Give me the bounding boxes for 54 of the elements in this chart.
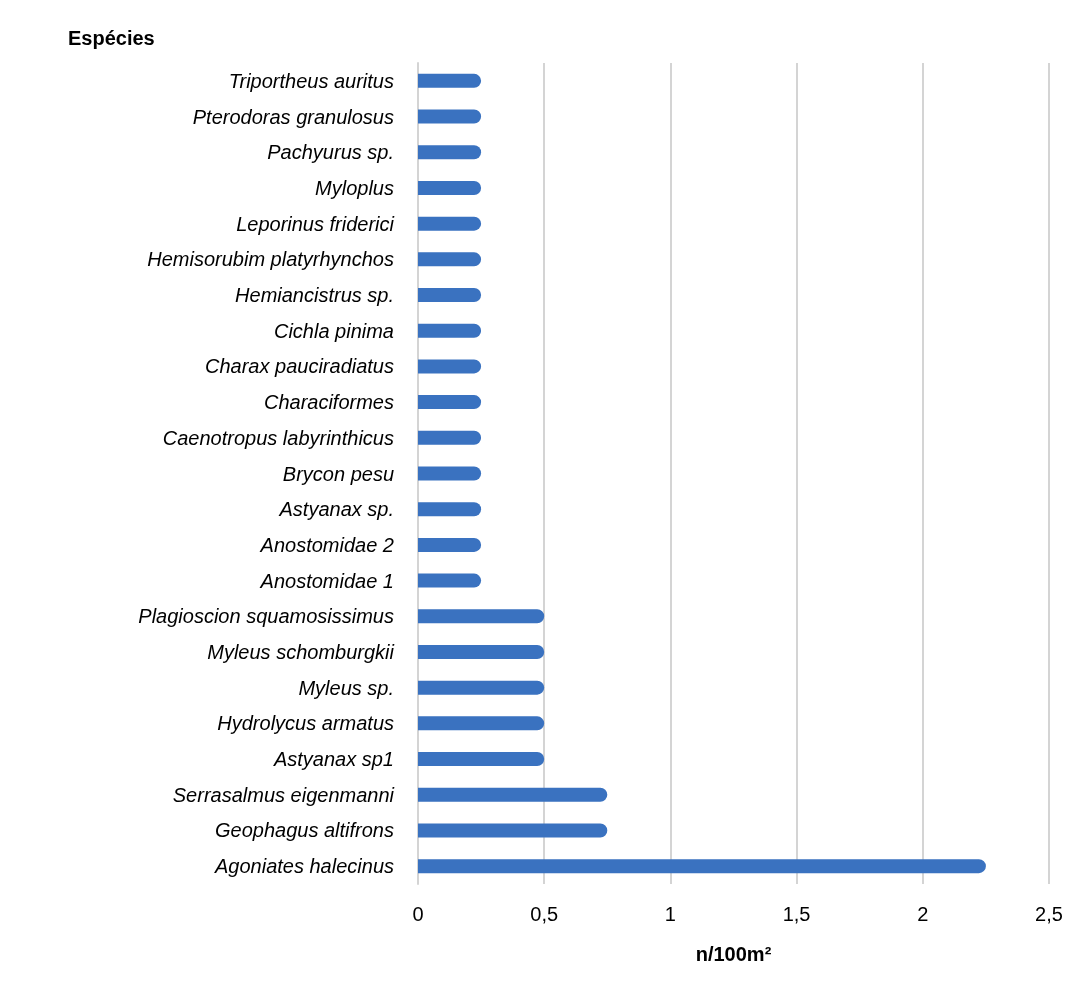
y-tick-label: Myloplus bbox=[315, 176, 394, 199]
bar bbox=[418, 537, 482, 552]
y-tick-label: Geophagus altifrons bbox=[214, 819, 394, 842]
y-tick-label: Pterodoras granulosus bbox=[192, 105, 394, 128]
y-tick-label: Hemiancistrus sp. bbox=[235, 284, 394, 307]
bar bbox=[418, 680, 545, 695]
bar bbox=[418, 823, 608, 838]
bar bbox=[418, 573, 482, 588]
y-tick-label: Anostomidae 2 bbox=[259, 533, 394, 556]
bar bbox=[418, 752, 545, 767]
x-tick-label: 0,5 bbox=[530, 903, 559, 925]
bar bbox=[418, 180, 482, 195]
y-tick-label: Myleus schomburgkii bbox=[207, 640, 395, 663]
y-axis-title: Espécies bbox=[68, 27, 155, 49]
x-tick-label: 1 bbox=[664, 903, 676, 925]
y-tick-label: Leporinus friderici bbox=[236, 212, 395, 235]
bar bbox=[418, 216, 482, 231]
y-tick-label: Plagioscion squamosissimus bbox=[138, 605, 394, 628]
y-tick-label: Astyanax sp1 bbox=[272, 748, 394, 771]
y-tick-label: Myleus sp. bbox=[298, 676, 394, 699]
bar bbox=[418, 359, 482, 374]
y-tick-label: Cichla pinima bbox=[273, 319, 394, 342]
bar bbox=[418, 787, 608, 802]
bar bbox=[418, 502, 482, 517]
bar bbox=[418, 859, 986, 874]
x-axis-title: n/100m² bbox=[695, 943, 772, 965]
bar bbox=[418, 644, 545, 659]
x-tick-label: 2,5 bbox=[1035, 903, 1063, 925]
y-tick-label: Triportheus auritus bbox=[228, 69, 394, 92]
y-tick-label: Anostomidae 1 bbox=[259, 569, 394, 592]
bar bbox=[418, 252, 482, 267]
bar bbox=[418, 288, 482, 303]
bar bbox=[418, 73, 482, 88]
bar bbox=[418, 716, 545, 731]
y-tick-label: Charax pauciradiatus bbox=[205, 355, 394, 378]
y-tick-label: Caenotropus labyrinthicus bbox=[162, 426, 394, 449]
bar bbox=[418, 430, 482, 445]
bar bbox=[418, 609, 545, 624]
y-tick-label: Hydrolycus armatus bbox=[217, 712, 394, 735]
y-tick-label: Characiformes bbox=[263, 391, 394, 414]
bar bbox=[418, 323, 482, 338]
y-tick-label: Hemisorubim platyrhynchos bbox=[147, 248, 394, 271]
y-tick-label: Pachyurus sp. bbox=[267, 141, 394, 164]
y-tick-label: Brycon pesu bbox=[282, 462, 394, 485]
bar bbox=[418, 395, 482, 410]
bar bbox=[418, 109, 482, 124]
y-tick-label: Serrasalmus eigenmanni bbox=[172, 783, 395, 806]
y-tick-label: Agoniates halecinus bbox=[213, 855, 394, 878]
x-tick-label: 1,5 bbox=[782, 903, 811, 925]
y-tick-label: Astyanax sp. bbox=[278, 498, 394, 521]
bar bbox=[418, 145, 482, 160]
x-tick-label: 2 bbox=[917, 903, 929, 925]
bar bbox=[418, 466, 482, 481]
x-tick-label: 0 bbox=[412, 903, 424, 925]
